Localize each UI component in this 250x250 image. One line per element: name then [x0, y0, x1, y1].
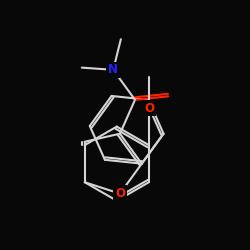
Text: O: O — [144, 102, 154, 114]
Text: N: N — [108, 63, 118, 76]
Text: O: O — [115, 187, 125, 200]
